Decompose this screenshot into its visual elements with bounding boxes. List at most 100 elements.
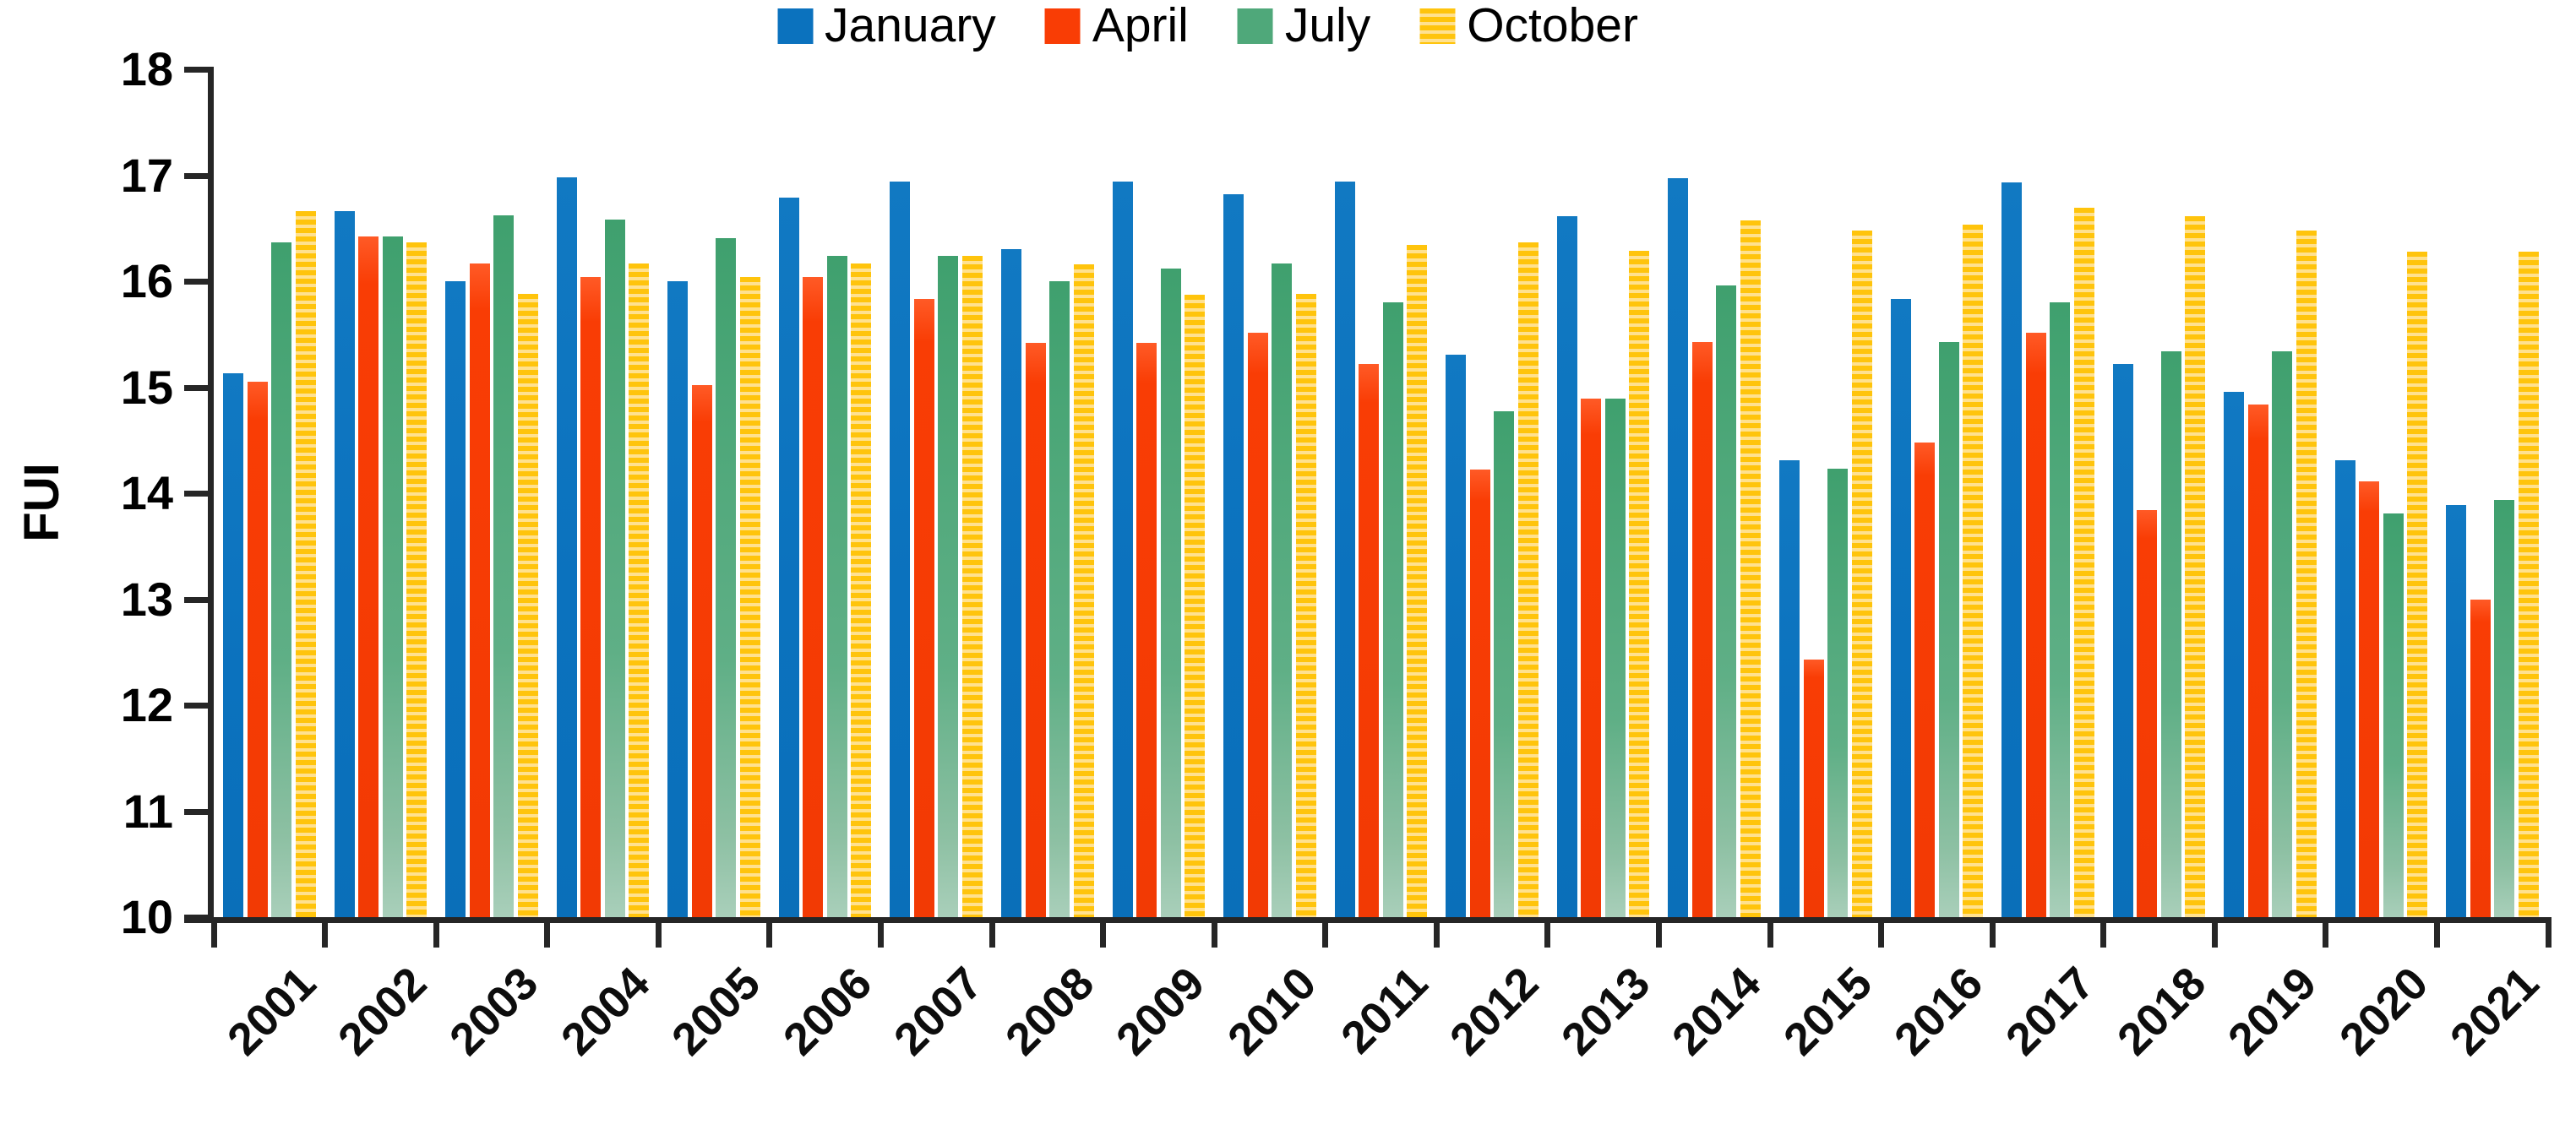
bar-2020-april (2359, 481, 2380, 917)
y-tick (184, 279, 208, 285)
bar-2007-october (961, 255, 983, 917)
y-tick-label: 10 (120, 890, 173, 943)
bar-2003-april (469, 263, 490, 917)
bar-2011-january (1334, 182, 1355, 917)
x-tick (1544, 923, 1551, 948)
y-tick (184, 172, 208, 179)
bar-2016-january (1890, 299, 1911, 917)
bar-2007-april (913, 299, 934, 917)
bar-2019-april (2247, 404, 2268, 917)
bar-2015-april (1803, 660, 1824, 917)
y-tick (184, 384, 208, 391)
legend-item-april: April (1044, 2, 1189, 50)
legend-label: January (825, 0, 996, 52)
bar-2002-january (334, 211, 355, 917)
bar-2018-april (2137, 510, 2158, 917)
legend-swatch-october-icon (1419, 8, 1456, 44)
x-tick (433, 923, 439, 948)
bar-2009-april (1136, 342, 1157, 917)
bar-2010-october (1295, 294, 1316, 917)
y-tick-label: 18 (120, 42, 173, 95)
bar-2003-july (493, 215, 515, 917)
x-tick (322, 923, 329, 948)
bar-2004-october (629, 263, 650, 917)
legend-swatch-april-icon (1044, 8, 1081, 44)
y-tick (184, 67, 208, 73)
y-tick (184, 808, 208, 815)
bar-2002-october (406, 242, 428, 917)
legend-swatch-january-icon (777, 8, 814, 44)
bar-2020-january (2334, 460, 2355, 917)
legend-swatch-july-icon (1237, 8, 1273, 44)
bar-2003-october (517, 294, 538, 917)
y-tick-label: 16 (120, 254, 173, 307)
bar-chart: January April July October FUI 10 11 12 13 14 15… (14, 2, 2551, 1065)
x-tick (988, 923, 995, 948)
y-tick-label: 13 (120, 572, 173, 626)
y-axis-line (208, 67, 214, 923)
x-tick (2100, 923, 2107, 948)
x-tick (2211, 923, 2218, 948)
bar-2014-january (1668, 178, 1689, 917)
bar-2010-january (1223, 194, 1244, 917)
bar-2012-april (1469, 470, 1490, 917)
x-tick (2433, 923, 2440, 948)
bar-2008-january (1001, 249, 1022, 917)
bar-2016-october (1963, 225, 1984, 917)
legend-label: July (1284, 0, 1371, 52)
bar-2005-october (739, 276, 760, 917)
bar-2012-october (1517, 242, 1539, 917)
bar-2017-july (2050, 302, 2071, 917)
bar-2006-april (803, 276, 824, 917)
x-tick (877, 923, 884, 948)
legend-label: October (1467, 0, 1638, 52)
bar-2007-january (890, 182, 911, 917)
y-tick (184, 491, 208, 497)
x-tick (1211, 923, 1217, 948)
x-tick (1433, 923, 1440, 948)
bar-2008-april (1025, 342, 1046, 917)
bar-2019-october (2296, 230, 2317, 917)
legend: January April July October (777, 2, 1638, 50)
bar-2009-october (1185, 295, 1206, 917)
bar-2018-october (2185, 216, 2206, 917)
bar-2009-july (1160, 268, 1181, 917)
x-tick (1878, 923, 1885, 948)
bar-2020-july (2383, 513, 2404, 917)
bar-2014-october (1740, 220, 1761, 917)
bar-2021-april (2470, 599, 2491, 917)
y-tick-label: 12 (120, 678, 173, 731)
bar-2016-april (1914, 442, 1936, 917)
x-tick (1100, 923, 1107, 948)
bar-2014-july (1716, 285, 1737, 917)
x-tick (1989, 923, 1996, 948)
legend-item-july: July (1237, 0, 1371, 52)
bar-2007-july (938, 255, 959, 917)
bar-2011-july (1382, 302, 1403, 917)
x-tick (1767, 923, 1773, 948)
bar-2019-january (2224, 391, 2245, 917)
bar-2017-april (2025, 333, 2046, 917)
x-tick (2323, 923, 2329, 948)
bar-2008-july (1049, 281, 1070, 917)
y-tick (184, 703, 208, 709)
x-tick (655, 923, 662, 948)
bar-2011-october (1407, 245, 1428, 917)
bar-2017-october (2073, 208, 2094, 917)
bar-2005-january (667, 281, 689, 917)
y-tick-label: 17 (120, 148, 173, 202)
bar-2013-april (1581, 399, 1602, 917)
y-tick (184, 915, 208, 921)
x-tick (1655, 923, 1662, 948)
x-axis-line (184, 917, 2551, 923)
bar-2001-january (223, 373, 244, 917)
bar-2014-april (1691, 341, 1713, 917)
bar-2005-april (691, 384, 712, 917)
x-tick (544, 923, 551, 948)
bar-2011-april (1359, 363, 1380, 917)
bar-2015-january (1779, 460, 1800, 917)
bar-2021-july (2494, 499, 2515, 917)
bar-2001-april (247, 382, 268, 917)
x-tick (2545, 923, 2551, 948)
x-tick (210, 923, 217, 948)
